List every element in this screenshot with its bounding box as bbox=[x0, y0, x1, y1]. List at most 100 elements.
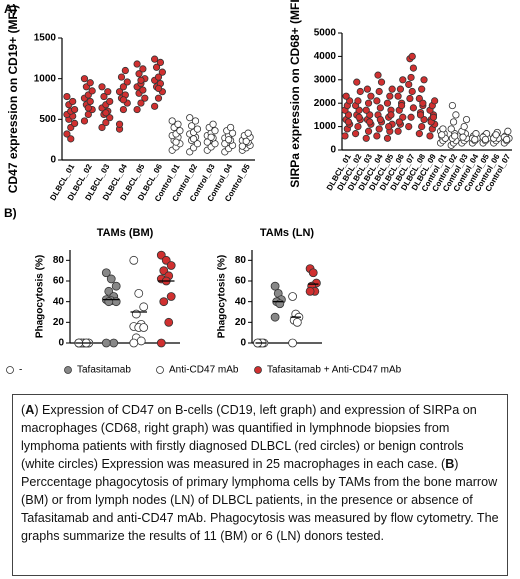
data-point bbox=[154, 94, 163, 102]
y-tick-label: 4000 bbox=[314, 51, 337, 62]
data-point bbox=[341, 132, 349, 140]
data-point bbox=[139, 302, 149, 312]
data-point bbox=[106, 114, 114, 122]
caption: (A) Expression of CD47 on B-cells (CD19,… bbox=[12, 394, 508, 576]
data-point bbox=[154, 73, 163, 81]
data-point bbox=[452, 111, 460, 119]
data-point bbox=[102, 109, 110, 117]
data-point bbox=[376, 104, 384, 112]
data-point bbox=[86, 97, 94, 106]
data-point bbox=[292, 317, 302, 327]
data-point bbox=[101, 268, 111, 278]
data-point bbox=[270, 281, 280, 291]
data-point bbox=[63, 92, 71, 101]
data-point bbox=[156, 58, 165, 67]
data-point bbox=[460, 123, 468, 131]
data-point bbox=[344, 111, 353, 119]
data-point bbox=[373, 132, 381, 140]
data-point bbox=[398, 101, 406, 110]
chart-title: TAMs (BM) bbox=[97, 227, 154, 239]
data-point bbox=[63, 130, 71, 138]
data-point bbox=[207, 133, 215, 141]
data-point bbox=[104, 297, 114, 307]
y-tick-label: 0 bbox=[58, 338, 64, 349]
data-point bbox=[131, 309, 141, 319]
y-tick-label: 60 bbox=[53, 276, 65, 287]
y-tick-label: 1000 bbox=[34, 73, 57, 84]
figure: A) B) 0 500 1000 1500 CD47 expression on CD1… bbox=[4, 0, 513, 376]
data-point bbox=[158, 68, 166, 76]
data-point bbox=[408, 87, 416, 96]
legend-marker bbox=[254, 366, 262, 374]
data-point bbox=[383, 134, 392, 142]
y-tick-label: 1500 bbox=[34, 33, 57, 44]
data-point bbox=[420, 115, 428, 124]
data-point bbox=[172, 138, 180, 146]
data-point bbox=[166, 261, 176, 270]
data-point bbox=[492, 131, 500, 139]
y-axis-label: CD47 expression on CD19+ (MFI) bbox=[6, 5, 20, 193]
data-point bbox=[366, 111, 374, 119]
data-point bbox=[137, 76, 145, 84]
y-tick-label: 60 bbox=[235, 276, 247, 287]
data-point bbox=[174, 120, 182, 128]
data-point bbox=[354, 97, 362, 105]
data-point bbox=[405, 123, 413, 131]
data-point bbox=[121, 66, 129, 75]
data-point bbox=[407, 113, 415, 121]
panel-label: B) bbox=[4, 206, 17, 220]
data-point bbox=[151, 55, 159, 63]
data-point bbox=[80, 117, 89, 125]
data-point bbox=[135, 70, 143, 78]
y-tick-label: 20 bbox=[53, 317, 65, 328]
data-point bbox=[104, 88, 112, 96]
data-point bbox=[137, 99, 145, 107]
data-point bbox=[396, 85, 405, 93]
data-point bbox=[133, 60, 141, 68]
data-point bbox=[123, 78, 131, 86]
data-point bbox=[429, 113, 438, 121]
data-point bbox=[100, 92, 108, 101]
y-tick-label: 40 bbox=[235, 296, 247, 307]
data-point bbox=[415, 94, 423, 103]
data-point bbox=[71, 119, 79, 128]
data-point bbox=[354, 123, 362, 131]
data-point bbox=[188, 122, 196, 130]
data-point bbox=[353, 78, 361, 86]
data-point bbox=[344, 118, 353, 126]
data-point bbox=[129, 338, 139, 348]
data-point bbox=[355, 106, 363, 114]
data-point bbox=[119, 105, 128, 114]
data-point bbox=[111, 281, 121, 291]
data-point bbox=[115, 120, 124, 128]
data-point bbox=[308, 268, 318, 278]
data-point bbox=[288, 338, 298, 348]
legend-marker bbox=[156, 366, 164, 374]
data-point bbox=[375, 125, 383, 133]
y-tick-label: 3000 bbox=[314, 74, 337, 85]
data-point bbox=[159, 297, 169, 307]
y-axis-label: Phagocytosis (%) bbox=[35, 255, 46, 338]
data-point bbox=[363, 85, 371, 93]
data-point bbox=[139, 65, 147, 73]
y-tick-label: 40 bbox=[53, 296, 65, 307]
y-tick-label: 500 bbox=[39, 114, 56, 125]
data-point bbox=[109, 338, 119, 348]
data-point bbox=[141, 94, 149, 102]
data-point bbox=[362, 134, 370, 142]
panel-label: A) bbox=[4, 2, 17, 16]
data-point bbox=[420, 76, 428, 84]
data-point bbox=[383, 99, 392, 107]
data-point bbox=[86, 79, 94, 87]
legend-marker bbox=[64, 366, 72, 374]
caption-text: A bbox=[25, 403, 35, 417]
data-point bbox=[355, 113, 363, 121]
data-point bbox=[462, 115, 471, 124]
data-point bbox=[356, 87, 364, 96]
data-point bbox=[189, 135, 198, 143]
chart-title: TAMs (LN) bbox=[260, 227, 315, 239]
data-point bbox=[367, 92, 375, 100]
data-point bbox=[399, 113, 407, 121]
data-point bbox=[418, 85, 426, 93]
